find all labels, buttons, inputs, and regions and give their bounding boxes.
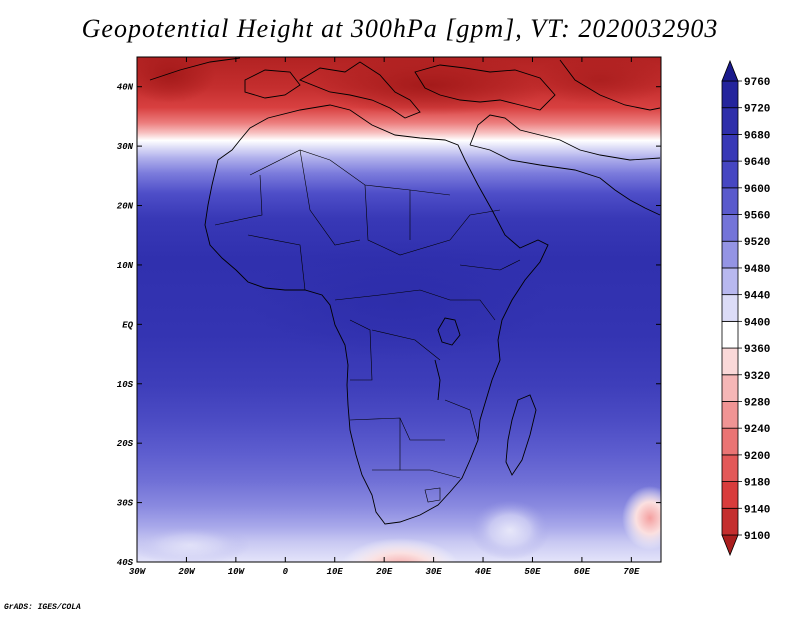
footer-credit: GrADS: IGES/COLA	[4, 603, 81, 612]
colorbar-segment	[721, 454, 739, 482]
colorbar-label: 9720	[744, 104, 770, 116]
lon-tick-label: 40E	[475, 567, 492, 577]
colorbar-segment	[721, 294, 739, 322]
latitude-axis: 40S 30S 20S 10S EQ 10N 20N 30N 40N	[117, 83, 661, 568]
colorbar-label: 9200	[744, 451, 770, 463]
map-title: Geopotential Height at 300hPa [gpm], VT:…	[81, 14, 719, 43]
lon-tick-label: 70E	[623, 567, 640, 577]
colorbar-label: 9640	[744, 157, 770, 169]
lat-tick-label: 40S	[117, 558, 134, 568]
colorbar-label: 9480	[744, 264, 770, 276]
colorbar-segment	[721, 80, 739, 109]
lon-tick-label: 60E	[574, 567, 591, 577]
lon-tick-label: 50E	[524, 567, 541, 577]
colorbar-label: 9140	[744, 504, 770, 516]
colorbar-label: 9360	[744, 344, 770, 356]
colorbar-label: 9520	[744, 237, 770, 249]
colorbar-segment	[721, 160, 739, 189]
colorbar-segment	[721, 214, 739, 242]
lat-tick-label: EQ	[122, 320, 133, 330]
colorbar-label: 9240	[744, 424, 770, 436]
colorbar-segment	[721, 320, 739, 349]
lat-tick-label: 40N	[117, 83, 134, 93]
colorbar-under-triangle	[721, 534, 739, 557]
colorbar-segment	[721, 427, 739, 456]
colorbar-label: 9600	[744, 184, 770, 196]
colorbar-segment	[721, 134, 739, 162]
lat-tick-label: 20N	[117, 202, 134, 212]
colorbar-label: 9400	[744, 317, 770, 329]
lon-tick-label: 0	[283, 567, 289, 577]
country-borders	[214, 149, 521, 503]
colorbar-label: 9680	[744, 130, 770, 142]
colorbar: 9100 9140 9180 9200 9240 9280 9320 9360 9400 9440…	[721, 59, 770, 557]
map-frame	[136, 56, 662, 563]
lat-tick-label: 10N	[117, 261, 134, 271]
colorbar-segment	[721, 401, 739, 429]
colorbar-over-triangle	[721, 59, 739, 82]
colorbar-segment	[721, 107, 739, 135]
colorbar-segment	[721, 374, 739, 402]
colorbar-segment	[721, 481, 739, 509]
colorbar-segment	[721, 267, 739, 296]
colorbar-segment	[721, 347, 739, 376]
lat-tick-label: 30S	[117, 499, 134, 509]
longitude-axis: 30W 20W 10W 0 10E 20E 30E 40E 50E 60E 70E	[129, 57, 640, 577]
lat-tick-label: 20S	[117, 439, 134, 449]
lon-tick-label: 10W	[228, 567, 246, 577]
colorbar-label: 9440	[744, 291, 770, 303]
colorbar-label: 9760	[744, 77, 770, 89]
colorbar-segment	[721, 507, 739, 536]
colorbar-label: 9280	[744, 397, 770, 409]
lon-tick-label: 20E	[376, 567, 393, 577]
colorbar-label: 9560	[744, 211, 770, 223]
lon-tick-label: 20W	[178, 567, 196, 577]
colorbar-label: 9100	[744, 531, 770, 543]
lon-tick-label: 30W	[129, 567, 147, 577]
lon-tick-label: 10E	[327, 567, 344, 577]
colorbar-segment	[721, 240, 739, 269]
colorbar-label: 9180	[744, 478, 770, 490]
colorbar-label: 9320	[744, 371, 770, 383]
colorbar-segment	[721, 187, 739, 215]
lat-tick-label: 30N	[117, 142, 134, 152]
lat-tick-label: 10S	[117, 380, 134, 390]
coastlines	[149, 57, 661, 525]
lon-tick-label: 30E	[426, 567, 443, 577]
shaded-field	[137, 57, 661, 562]
